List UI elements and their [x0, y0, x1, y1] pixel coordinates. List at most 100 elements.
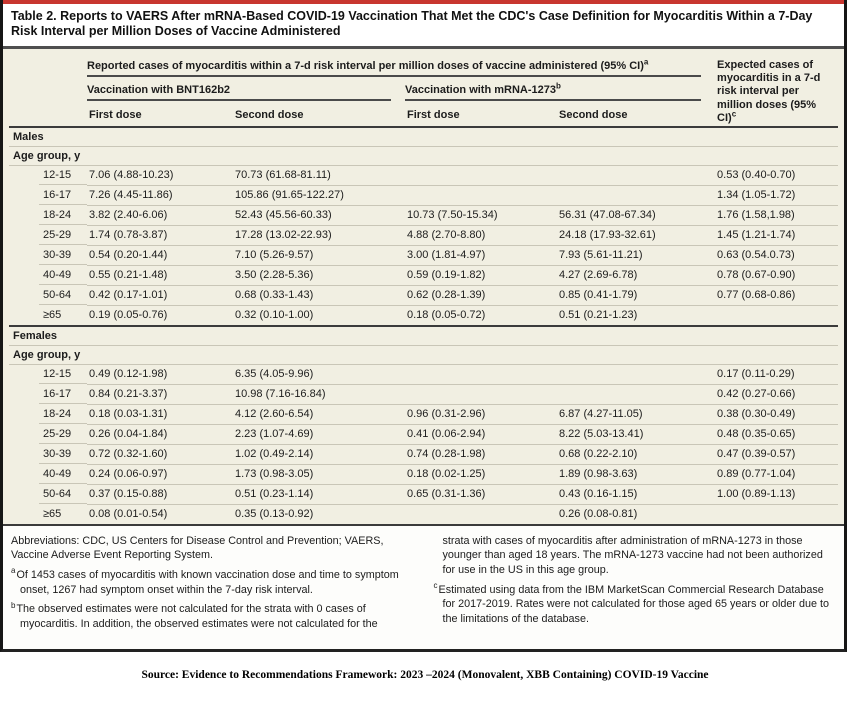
value-cell: 0.54 (0.20-1.44) [87, 245, 233, 266]
value-cell: 6.35 (4.05-9.96) [233, 364, 405, 385]
source-line: Source: Evidence to Recommendations Fram… [141, 668, 709, 681]
age-group-cell: 12-15 [9, 165, 87, 186]
age-group-subheader: Age group, y [9, 146, 838, 166]
value-cell: 7.06 (4.88-10.23) [87, 165, 233, 186]
footnote-marker: a [11, 566, 16, 576]
footnote: bThe observed estimates were not calcula… [11, 601, 410, 631]
age-group-cell: 12-15 [9, 364, 87, 385]
age-group-cell: ≥65 [43, 308, 62, 321]
header-spacer [9, 77, 87, 101]
value-cell: 0.51 (0.21-1.23) [559, 308, 638, 321]
section-label: Males [9, 126, 838, 147]
footnote-text: strata with cases of myocarditis after a… [442, 534, 823, 576]
value-cell: 1.45 (1.21-1.74) [715, 225, 838, 246]
value-cell: 0.32 (0.10-1.00) [235, 308, 314, 321]
value-cell [557, 384, 716, 405]
value-cell: 0.18 (0.02-1.25) [405, 464, 557, 485]
value-cell: 0.84 (0.21-3.37) [87, 384, 233, 405]
footnote-marker: c [433, 580, 438, 590]
section-label: Females [9, 324, 838, 346]
mrna-group-header: Vaccination with mRNA-1273 [405, 84, 556, 97]
value-cell: 105.86 (91.65-122.27) [233, 185, 405, 206]
value-cell: 1.34 (1.05-1.72) [715, 185, 838, 206]
accent-bar [3, 0, 844, 4]
value-cell [715, 305, 838, 326]
table-row: 25-29 0.26 (0.04-1.84) 2.23 (1.07-4.69) 0.4… [9, 424, 838, 445]
table-row: 50-64 0.42 (0.17-1.01) 0.68 (0.33-1.43) 0.6… [9, 285, 838, 306]
value-cell: 0.38 (0.30-0.49) [715, 404, 838, 425]
spanner-header-cell: Reported cases of myocarditis within a 7… [87, 49, 715, 77]
value-cell: 0.72 (0.32-1.60) [87, 444, 233, 465]
value-cell: 7.26 (4.45-11.86) [87, 185, 233, 206]
value-cell: 0.48 (0.35-0.65) [715, 424, 838, 445]
table-row: 18-24 0.18 (0.03-1.31) 4.12 (2.60-6.54) 0.9… [9, 404, 838, 425]
footnote-marker-c: c [731, 109, 737, 119]
footnotes-left-column: Abbreviations: CDC, US Centers for Disea… [11, 534, 410, 637]
table-row: 16-17 0.84 (0.21-3.37) 10.98 (7.16-16.84) 0… [9, 384, 838, 405]
value-cell [557, 185, 716, 206]
value-cell: 2.23 (1.07-4.69) [233, 424, 405, 445]
table-row: 30-39 0.72 (0.32-1.60) 1.02 (0.49-2.14) 0.7… [9, 444, 838, 465]
table-row: ≥65 0.19 (0.05-0.76) 0.32 (0.10-1.00) 0.18 … [9, 305, 838, 326]
table-header: Reported cases of myocarditis within a 7… [9, 48, 838, 128]
table-row: ≥65 0.08 (0.01-0.54) 0.35 (0.13-0.92) 0.26 … [9, 504, 838, 524]
value-cell: 10.73 (7.50-15.34) [405, 205, 557, 226]
value-cell: 0.19 (0.05-0.76) [89, 308, 168, 321]
value-cell: 0.85 (0.41-1.79) [557, 285, 716, 306]
value-cell: 0.08 (0.01-0.54) [89, 507, 168, 520]
value-cell: 1.76 (1.58,1.98) [715, 205, 838, 226]
value-cell: 0.35 (0.13-0.92) [235, 507, 314, 520]
value-cell [405, 364, 557, 385]
value-cell: 0.96 (0.31-2.96) [405, 404, 557, 425]
value-cell: 0.78 (0.67-0.90) [715, 265, 838, 286]
value-cell: 3.00 (1.81-4.97) [405, 245, 557, 266]
value-cell: 0.49 (0.12-1.98) [87, 364, 233, 385]
table-area: Reported cases of myocarditis within a 7… [3, 48, 844, 524]
value-cell [557, 364, 716, 385]
value-cell: 0.18 (0.05-0.72) [407, 308, 486, 321]
table-body: Males Age group, y 12-15 7.06 (4.88-10.23) 7… [9, 126, 838, 524]
age-group-cell: 40-49 [9, 265, 87, 286]
value-cell: 0.65 (0.31-1.36) [405, 484, 557, 505]
age-group-cell: 25-29 [9, 225, 87, 246]
expected-column-header: Expected cases of myocarditis in a 7-d r… [715, 48, 838, 128]
section-header-row: Females [9, 324, 838, 346]
value-cell: 70.73 (61.68-81.11) [233, 165, 405, 186]
age-group-cell: 40-49 [9, 464, 87, 485]
value-cell: 0.53 (0.40-0.70) [715, 165, 838, 186]
value-cell: 6.87 (4.27-11.05) [557, 404, 716, 425]
section-header-row: Males [9, 126, 838, 147]
title-rule [3, 45, 844, 49]
value-cell: 4.12 (2.60-6.54) [233, 404, 405, 425]
expected-header-text: Expected cases of myocarditis in a 7-d r… [717, 58, 821, 125]
table-row: 18-24 3.82 (2.40-6.06) 52.43 (45.56-60.33)… [9, 205, 838, 226]
value-cell: 1.73 (0.98-3.05) [233, 464, 405, 485]
footnote-text: Of 1453 cases of myocarditis with known … [16, 568, 399, 596]
age-group-cell: 18-24 [9, 205, 87, 226]
footnote: cEstimated using data from the IBM Marke… [433, 580, 833, 627]
value-cell: 0.26 (0.04-1.84) [87, 424, 233, 445]
value-cell: 0.47 (0.39-0.57) [715, 444, 838, 465]
value-cell: 0.74 (0.28-1.98) [405, 444, 557, 465]
age-group-cell: 50-64 [9, 484, 87, 505]
value-cell: 56.31 (47.08-67.34) [557, 205, 716, 226]
value-cell: 0.37 (0.15-0.88) [87, 484, 233, 505]
value-cell: 0.42 (0.17-1.01) [87, 285, 233, 306]
age-group-cell: 30-39 [9, 245, 87, 266]
age-group-cell: 16-17 [9, 185, 87, 206]
value-cell: 52.43 (45.56-60.33) [233, 205, 405, 226]
value-cell [715, 504, 838, 524]
value-cell: 0.55 (0.21-1.48) [87, 265, 233, 286]
value-cell: 1.02 (0.49-2.14) [233, 444, 405, 465]
value-cell: 0.51 (0.23-1.14) [233, 484, 405, 505]
age-group-subheader-row: Age group, y [9, 345, 838, 365]
value-cell: 24.18 (17.93-32.61) [557, 225, 716, 246]
value-cell: 7.10 (5.26-9.57) [233, 245, 405, 266]
table-row: 30-39 0.54 (0.20-1.44) 7.10 (5.26-9.57) 3.0… [9, 245, 838, 266]
age-group-cell: 30-39 [9, 444, 87, 465]
bnt-group-header: Vaccination with BNT162b2 [87, 84, 231, 97]
value-cell [405, 165, 557, 186]
table-title: Table 2. Reports to VAERS After mRNA-Bas… [3, 4, 844, 46]
value-cell [405, 185, 557, 206]
